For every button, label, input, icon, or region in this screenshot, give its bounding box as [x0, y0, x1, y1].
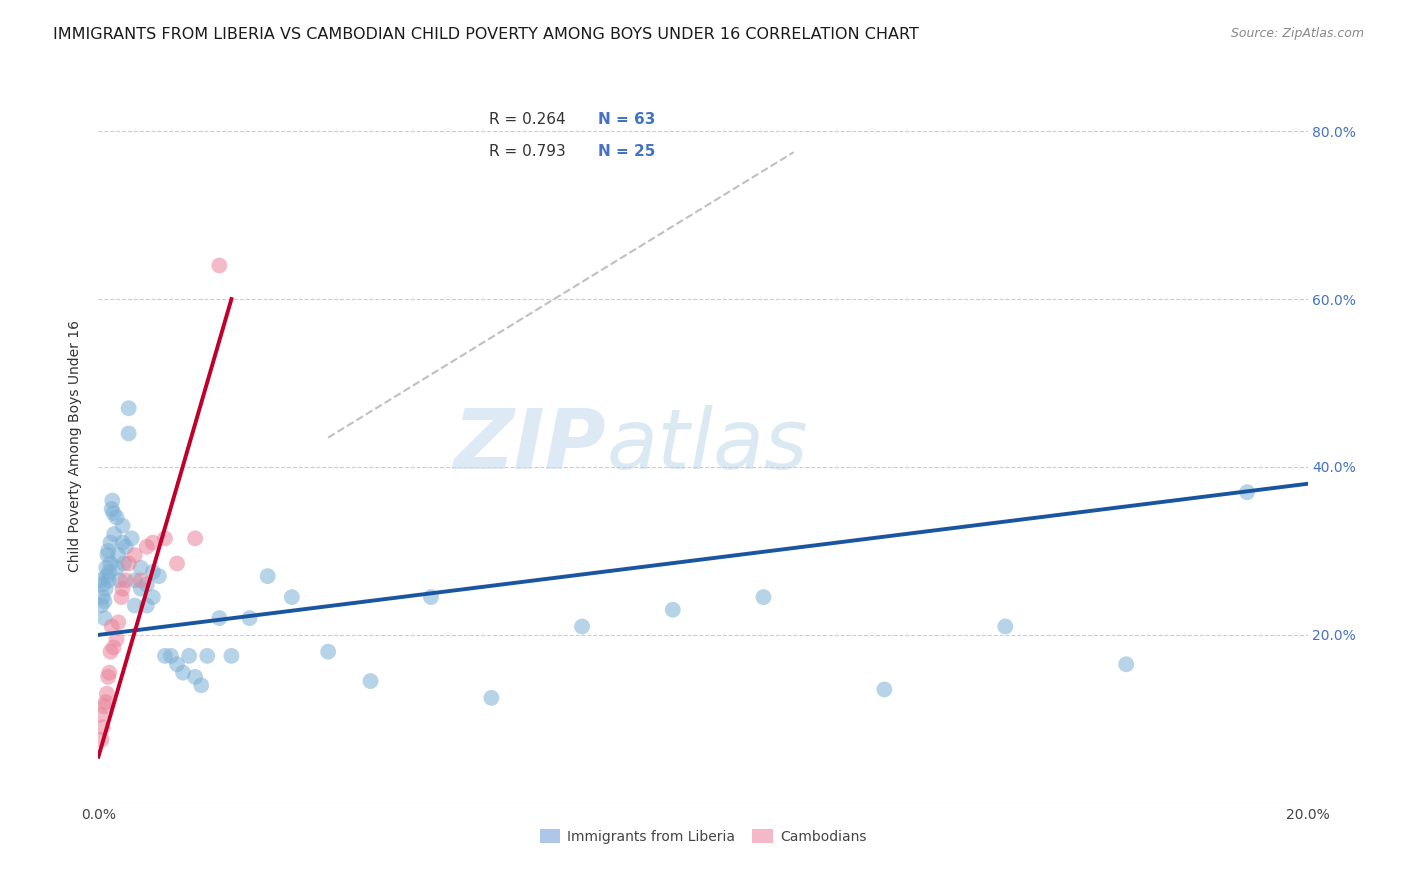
- Point: [1236, 485, 1258, 500]
- Point: [97, 544, 120, 558]
- Point: [97, 670, 120, 684]
- Point: [135, 577, 157, 591]
- Point: [208, 611, 231, 625]
- Point: [89, 574, 111, 588]
- Point: [100, 502, 122, 516]
- Point: [96, 548, 118, 562]
- Point: [105, 632, 128, 646]
- Point: [195, 648, 218, 663]
- Point: [103, 527, 125, 541]
- Point: [994, 619, 1017, 633]
- Point: [142, 590, 165, 604]
- Point: [107, 615, 129, 630]
- Point: [110, 590, 132, 604]
- Point: [129, 582, 152, 596]
- Text: R = 0.264: R = 0.264: [489, 112, 565, 127]
- Point: [153, 648, 176, 663]
- Point: [420, 590, 443, 604]
- Point: [124, 548, 146, 562]
- Point: [105, 510, 128, 524]
- Point: [118, 401, 141, 416]
- Point: [256, 569, 278, 583]
- Point: [97, 574, 120, 588]
- Point: [124, 574, 146, 588]
- Point: [873, 682, 896, 697]
- Point: [111, 582, 134, 596]
- Point: [160, 648, 183, 663]
- Text: R = 0.793: R = 0.793: [489, 144, 565, 159]
- Point: [166, 557, 188, 571]
- Point: [166, 657, 188, 672]
- Point: [94, 695, 117, 709]
- Point: [93, 594, 115, 608]
- Point: [281, 590, 304, 604]
- Point: [93, 699, 115, 714]
- Point: [114, 574, 136, 588]
- Point: [316, 645, 339, 659]
- Point: [135, 599, 157, 613]
- Text: atlas: atlas: [606, 406, 808, 486]
- Point: [100, 619, 122, 633]
- Point: [98, 665, 121, 680]
- Point: [111, 518, 134, 533]
- Point: [172, 665, 194, 680]
- Point: [153, 532, 176, 546]
- Point: [100, 645, 122, 659]
- Y-axis label: Child Poverty Among Boys Under 16: Child Poverty Among Boys Under 16: [69, 320, 83, 572]
- Point: [190, 678, 212, 692]
- Point: [571, 619, 593, 633]
- Point: [752, 590, 775, 604]
- Point: [100, 535, 122, 549]
- Text: Source: ZipAtlas.com: Source: ZipAtlas.com: [1230, 27, 1364, 40]
- Point: [142, 535, 165, 549]
- Point: [111, 535, 134, 549]
- Point: [360, 674, 382, 689]
- Point: [93, 611, 115, 625]
- Text: N = 25: N = 25: [598, 144, 655, 159]
- Point: [105, 560, 128, 574]
- Point: [98, 565, 121, 579]
- Point: [208, 259, 231, 273]
- Point: [103, 640, 125, 655]
- Point: [121, 532, 143, 546]
- Legend: Immigrants from Liberia, Cambodians: Immigrants from Liberia, Cambodians: [534, 823, 872, 849]
- Point: [118, 557, 141, 571]
- Point: [114, 540, 136, 554]
- Point: [1115, 657, 1137, 672]
- Point: [135, 540, 157, 554]
- Point: [101, 493, 124, 508]
- Text: N = 63: N = 63: [598, 112, 655, 127]
- Point: [239, 611, 262, 625]
- Point: [90, 599, 112, 613]
- Point: [148, 569, 170, 583]
- Point: [96, 687, 118, 701]
- Point: [184, 670, 207, 684]
- Point: [124, 599, 146, 613]
- Point: [91, 720, 114, 734]
- Point: [96, 569, 118, 583]
- Point: [108, 574, 131, 588]
- Point: [129, 574, 152, 588]
- Point: [91, 577, 114, 591]
- Point: [129, 560, 152, 574]
- Point: [91, 590, 114, 604]
- Point: [221, 648, 243, 663]
- Point: [89, 707, 111, 722]
- Point: [107, 548, 129, 562]
- Point: [100, 557, 122, 571]
- Point: [90, 732, 112, 747]
- Point: [481, 690, 503, 705]
- Point: [179, 648, 201, 663]
- Point: [96, 560, 118, 574]
- Point: [94, 582, 117, 596]
- Point: [103, 506, 125, 520]
- Point: [118, 426, 141, 441]
- Point: [661, 603, 683, 617]
- Point: [112, 557, 135, 571]
- Text: IMMIGRANTS FROM LIBERIA VS CAMBODIAN CHILD POVERTY AMONG BOYS UNDER 16 CORRELATI: IMMIGRANTS FROM LIBERIA VS CAMBODIAN CHI…: [53, 27, 920, 42]
- Text: ZIP: ZIP: [454, 406, 606, 486]
- Point: [142, 565, 165, 579]
- Point: [184, 532, 207, 546]
